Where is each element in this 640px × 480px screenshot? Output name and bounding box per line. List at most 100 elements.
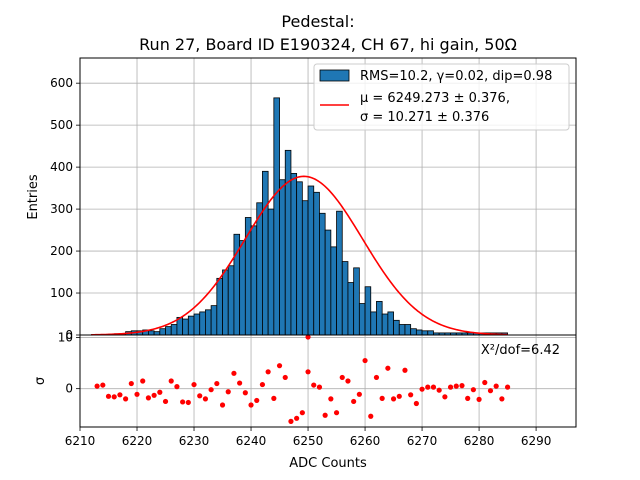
histogram-bar	[279, 179, 286, 336]
residual-point	[254, 397, 260, 404]
histogram-bar	[381, 313, 389, 336]
histogram-bar	[210, 305, 218, 336]
residual-point	[425, 384, 431, 390]
residual-point	[419, 386, 425, 392]
residual-point	[282, 374, 288, 381]
residual-point	[368, 413, 374, 419]
histogram-bar	[301, 200, 309, 336]
legend-fit-label-line1: μ = 6249.273 ± 0.376,	[360, 91, 510, 106]
bottom-y-tick-label: 10	[58, 331, 73, 345]
residual-point	[430, 384, 437, 390]
residual-point	[442, 394, 448, 400]
residual-point	[470, 387, 476, 393]
residual-point	[94, 383, 100, 389]
x-tick-label: 6280	[464, 434, 495, 448]
residual-point	[214, 380, 220, 387]
residual-point	[373, 374, 380, 381]
residual-point	[140, 378, 146, 384]
histogram-bar	[273, 97, 280, 336]
legend-histogram-label: RMS=10.2, γ=0.02, dip=0.98	[360, 69, 552, 84]
residual-point	[504, 384, 511, 390]
residual-point	[162, 398, 169, 405]
chi2-annotation: X²/dof=6.42	[481, 343, 560, 358]
residual-point	[117, 392, 123, 398]
chart-title-line2: Run 27, Board ID E190324, CH 67, hi gain…	[139, 35, 517, 54]
residual-point	[185, 399, 191, 406]
residual-point	[453, 383, 459, 389]
residual-point	[339, 374, 345, 381]
bottom-y-axis-label: σ	[33, 377, 48, 385]
residual-point	[180, 399, 186, 405]
residual-point	[459, 383, 465, 389]
histogram-bar	[222, 269, 229, 336]
histogram-bar	[364, 286, 372, 336]
histogram-bar	[187, 315, 195, 336]
residual-point	[248, 402, 254, 408]
residual-point	[482, 379, 488, 386]
residual-point	[328, 396, 334, 402]
residual-point	[413, 400, 419, 407]
residual-point	[499, 396, 505, 402]
x-tick-label: 6260	[350, 434, 381, 448]
residual-point	[237, 380, 243, 386]
residual-point	[385, 365, 391, 371]
histogram-bar	[427, 330, 434, 336]
histogram-bar	[398, 324, 406, 336]
histogram-bar	[284, 149, 292, 336]
histogram-bar	[153, 331, 161, 336]
residual-point	[305, 334, 311, 340]
residual-point	[351, 398, 357, 405]
residual-point	[231, 370, 237, 376]
x-tick-label: 6290	[521, 434, 552, 448]
histogram-bar	[199, 311, 206, 336]
histogram-bar	[182, 318, 189, 336]
x-tick-label: 6210	[65, 434, 96, 448]
residual-points	[94, 334, 511, 424]
residual-point	[316, 384, 323, 390]
residual-point	[271, 395, 277, 401]
chart-title-line1: Pedestal:	[281, 12, 354, 31]
residual-point	[379, 395, 385, 401]
histogram-bar	[319, 212, 326, 336]
bottom-y-ticks: 0 10	[58, 331, 80, 396]
residual-point	[123, 396, 129, 402]
residual-point	[191, 381, 197, 388]
histogram-bar	[415, 329, 423, 336]
histogram-bar	[165, 326, 172, 336]
residual-point	[259, 381, 266, 388]
histogram-bar	[330, 246, 337, 336]
bottom-x-ticks: 6210 6220 6230 6240 6250 6260 6270 6280 6290	[65, 427, 552, 448]
residual-point	[202, 396, 209, 402]
histogram-bar	[239, 240, 246, 336]
residual-point	[311, 382, 317, 388]
bottom-axes-frame	[79, 334, 577, 428]
residual-point	[208, 387, 214, 393]
residual-point	[493, 383, 499, 389]
gaussian-fit-curve	[91, 175, 508, 336]
histogram-bar	[296, 181, 303, 336]
histogram-bar	[347, 282, 355, 336]
residual-point	[145, 395, 152, 401]
bottom-y-tick-label: 0	[65, 382, 73, 396]
legend-fit-label-line2: σ = 10.271 ± 0.376	[360, 110, 489, 125]
residual-point	[242, 390, 248, 396]
histogram-bar	[216, 277, 223, 336]
histogram-bar	[205, 309, 212, 336]
residual-point	[276, 363, 283, 369]
residual-point	[100, 382, 106, 388]
residual-point	[487, 388, 494, 394]
histogram-bar	[336, 210, 343, 336]
top-y-tick-label: 400	[50, 160, 73, 174]
histogram-bar	[250, 225, 258, 336]
top-y-ticks: 0 100 200 300 400 500 600	[50, 76, 80, 342]
residual-point	[333, 410, 340, 416]
histogram-bar	[227, 265, 235, 336]
residual-point	[390, 396, 397, 402]
x-tick-label: 6270	[407, 434, 438, 448]
residual-point	[111, 394, 117, 400]
residual-point	[356, 391, 362, 397]
x-tick-label: 6230	[179, 434, 210, 448]
residual-point	[436, 387, 442, 393]
residual-point	[128, 380, 134, 387]
histogram-bar	[353, 267, 360, 336]
